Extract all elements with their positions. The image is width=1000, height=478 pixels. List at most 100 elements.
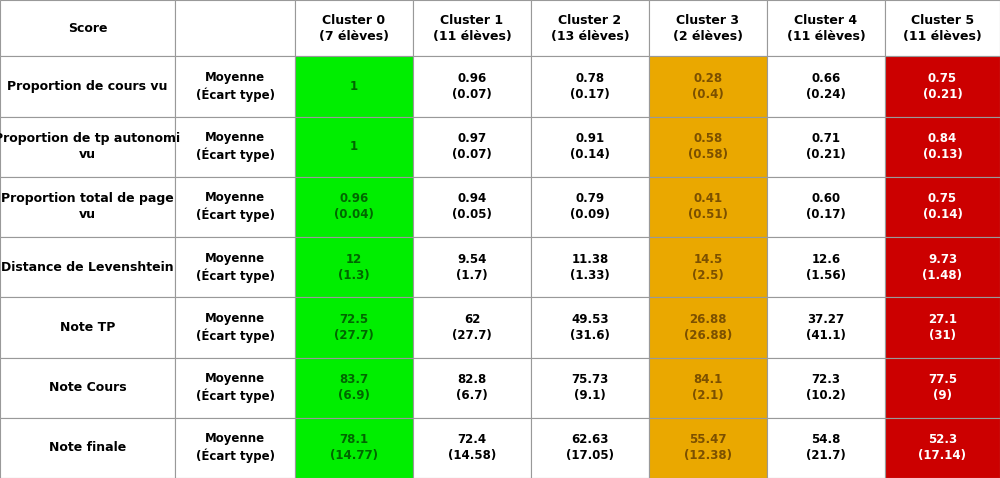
Bar (885, 297, 1000, 358)
Bar (175, 177, 295, 237)
Text: 0.96
(0.04): 0.96 (0.04) (334, 193, 374, 221)
Text: Moyenne
(Écart type): Moyenne (Écart type) (196, 433, 274, 463)
Text: Moyenne
(Écart type): Moyenne (Écart type) (196, 252, 274, 282)
Text: Proportion de cours vu: Proportion de cours vu (7, 80, 168, 93)
Bar (767, 418, 885, 478)
Text: 0.91
(0.14): 0.91 (0.14) (570, 132, 610, 161)
Bar (413, 237, 531, 297)
Bar (531, 56, 649, 117)
Bar (0, 0, 175, 56)
Text: 62
(27.7): 62 (27.7) (452, 313, 492, 342)
Text: 0.75
(0.21): 0.75 (0.21) (923, 72, 962, 101)
Bar (885, 56, 1000, 117)
Bar (649, 0, 767, 56)
Bar (175, 117, 295, 177)
Text: 0.79
(0.09): 0.79 (0.09) (570, 193, 610, 221)
Bar (531, 297, 649, 358)
Text: 0.41
(0.51): 0.41 (0.51) (688, 193, 728, 221)
Bar (295, 117, 413, 177)
Text: Cluster 2
(13 élèves): Cluster 2 (13 élèves) (551, 14, 629, 43)
Text: 49.53
(31.6): 49.53 (31.6) (570, 313, 610, 342)
Bar (531, 418, 649, 478)
Text: 72.3
(10.2): 72.3 (10.2) (806, 373, 846, 402)
Bar (295, 177, 413, 237)
Text: 52.3
(17.14): 52.3 (17.14) (918, 434, 966, 462)
Bar (413, 358, 531, 418)
Text: 0.66
(0.24): 0.66 (0.24) (806, 72, 846, 101)
Bar (175, 0, 295, 56)
Bar (295, 0, 413, 56)
Text: 75.73
(9.1): 75.73 (9.1) (571, 373, 609, 402)
Text: 27.1
(31): 27.1 (31) (928, 313, 957, 342)
Bar (413, 0, 531, 56)
Bar (0, 237, 175, 297)
Text: 0.60
(0.17): 0.60 (0.17) (806, 193, 846, 221)
Text: 12
(1.3): 12 (1.3) (338, 253, 370, 282)
Text: Cluster 5
(11 élèves): Cluster 5 (11 élèves) (903, 14, 982, 43)
Bar (885, 358, 1000, 418)
Text: 14.5
(2.5): 14.5 (2.5) (692, 253, 724, 282)
Bar (175, 297, 295, 358)
Bar (531, 237, 649, 297)
Bar (0, 177, 175, 237)
Text: 78.1
(14.77): 78.1 (14.77) (330, 434, 378, 462)
Text: Cluster 4
(11 élèves): Cluster 4 (11 élèves) (787, 14, 865, 43)
Bar (413, 56, 531, 117)
Bar (175, 418, 295, 478)
Text: Score: Score (68, 22, 107, 35)
Bar (531, 358, 649, 418)
Text: 54.8
(21.7): 54.8 (21.7) (806, 434, 846, 462)
Bar (885, 418, 1000, 478)
Bar (413, 297, 531, 358)
Text: Note TP: Note TP (60, 321, 115, 334)
Bar (885, 177, 1000, 237)
Text: Proportion total de page
vu: Proportion total de page vu (1, 193, 174, 221)
Bar (413, 117, 531, 177)
Text: 1: 1 (350, 140, 358, 153)
Bar (649, 418, 767, 478)
Bar (295, 297, 413, 358)
Text: 0.71
(0.21): 0.71 (0.21) (806, 132, 846, 161)
Text: 1: 1 (350, 80, 358, 93)
Text: Proportion de tp autonomi
vu: Proportion de tp autonomi vu (0, 132, 181, 161)
Bar (0, 418, 175, 478)
Text: Moyenne
(Écart type): Moyenne (Écart type) (196, 71, 274, 102)
Text: 11.38
(1.33): 11.38 (1.33) (570, 253, 610, 282)
Bar (885, 117, 1000, 177)
Text: Cluster 1
(11 élèves): Cluster 1 (11 élèves) (433, 14, 511, 43)
Text: 0.75
(0.14): 0.75 (0.14) (923, 193, 962, 221)
Bar (649, 297, 767, 358)
Text: 0.58
(0.58): 0.58 (0.58) (688, 132, 728, 161)
Bar (413, 418, 531, 478)
Bar (295, 56, 413, 117)
Bar (295, 237, 413, 297)
Text: 0.28
(0.4): 0.28 (0.4) (692, 72, 724, 101)
Bar (767, 297, 885, 358)
Text: 0.94
(0.05): 0.94 (0.05) (452, 193, 492, 221)
Text: Moyenne
(Écart type): Moyenne (Écart type) (196, 312, 274, 343)
Bar (767, 237, 885, 297)
Text: 0.97
(0.07): 0.97 (0.07) (452, 132, 492, 161)
Bar (0, 56, 175, 117)
Text: Moyenne
(Écart type): Moyenne (Écart type) (196, 372, 274, 403)
Text: 0.96
(0.07): 0.96 (0.07) (452, 72, 492, 101)
Text: 0.78
(0.17): 0.78 (0.17) (570, 72, 610, 101)
Text: Cluster 3
(2 élèves): Cluster 3 (2 élèves) (673, 14, 743, 43)
Bar (649, 358, 767, 418)
Text: Cluster 0
(7 élèves): Cluster 0 (7 élèves) (319, 14, 389, 43)
Bar (767, 358, 885, 418)
Bar (767, 177, 885, 237)
Bar (767, 56, 885, 117)
Bar (0, 117, 175, 177)
Bar (175, 56, 295, 117)
Text: 84.1
(2.1): 84.1 (2.1) (692, 373, 724, 402)
Bar (649, 117, 767, 177)
Text: 62.63
(17.05): 62.63 (17.05) (566, 434, 614, 462)
Bar (295, 358, 413, 418)
Text: Note Cours: Note Cours (49, 381, 126, 394)
Text: Note finale: Note finale (49, 441, 126, 455)
Text: 82.8
(6.7): 82.8 (6.7) (456, 373, 488, 402)
Text: 55.47
(12.38): 55.47 (12.38) (684, 434, 732, 462)
Bar (649, 56, 767, 117)
Text: 9.54
(1.7): 9.54 (1.7) (456, 253, 488, 282)
